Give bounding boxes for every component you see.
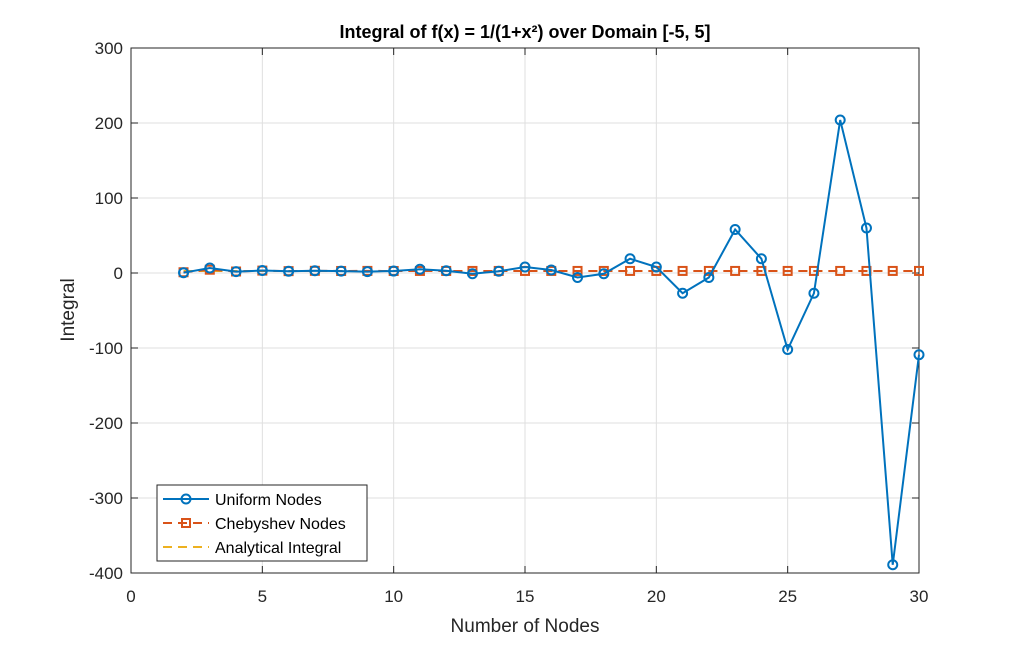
marker	[309, 265, 321, 277]
legend-box	[156, 484, 368, 562]
marker	[178, 267, 190, 279]
y-tick-label: 300	[95, 39, 123, 58]
marker	[388, 265, 400, 277]
marker	[624, 253, 636, 265]
marker	[440, 265, 452, 277]
series-line	[183, 119, 920, 565]
x-tick-label: 10	[384, 587, 403, 606]
marker	[730, 265, 741, 276]
marker	[493, 265, 505, 277]
marker	[572, 265, 583, 276]
marker	[914, 265, 924, 276]
marker	[650, 261, 662, 273]
marker	[598, 268, 610, 280]
marker	[782, 344, 794, 355]
marker	[283, 265, 295, 277]
x-tick-label: 25	[778, 587, 797, 606]
marker	[860, 222, 872, 234]
legend-marker	[181, 518, 191, 528]
marker	[335, 265, 347, 277]
marker	[782, 265, 793, 276]
y-tick-label: -200	[89, 414, 123, 433]
x-axis-label: Number of Nodes	[451, 616, 600, 637]
marker	[256, 265, 268, 277]
marker	[625, 265, 636, 276]
legend-label: Analytical Integral	[215, 540, 341, 557]
x-tick-label: 15	[516, 587, 535, 606]
y-tick-label: -300	[89, 489, 123, 508]
marker	[913, 349, 925, 361]
x-tick-label: 5	[258, 587, 267, 606]
y-tick-label: -400	[89, 564, 123, 583]
marker	[414, 263, 426, 275]
marker	[519, 261, 531, 273]
x-tick-label: 30	[910, 587, 929, 606]
y-tick-label: 200	[95, 114, 123, 133]
marker	[572, 272, 584, 283]
plot-frame	[130, 47, 920, 574]
y-tick-label: 0	[114, 264, 123, 283]
legend-marker	[180, 493, 192, 505]
legend-label: Uniform Nodes	[215, 492, 322, 509]
marker	[545, 264, 557, 276]
marker	[204, 262, 216, 274]
marker	[808, 287, 820, 299]
marker	[887, 559, 899, 571]
marker	[887, 265, 898, 276]
y-tick-label: -100	[89, 339, 123, 358]
y-tick-label: 100	[95, 189, 123, 208]
x-tick-label: 20	[647, 587, 666, 606]
marker	[230, 266, 242, 278]
chart-title: Integral of f(x) = 1/(1+x²) over Domain …	[339, 22, 710, 42]
y-axis-label: Integral	[58, 278, 79, 341]
marker	[729, 224, 741, 235]
marker	[677, 265, 688, 276]
x-tick-label: 0	[126, 587, 135, 606]
marker	[835, 265, 846, 276]
marker	[755, 253, 767, 265]
marker	[834, 114, 846, 126]
marker	[466, 268, 478, 280]
marker	[703, 272, 715, 283]
legend-label: Chebyshev Nodes	[215, 516, 346, 533]
marker	[677, 287, 689, 299]
marker	[361, 266, 373, 278]
